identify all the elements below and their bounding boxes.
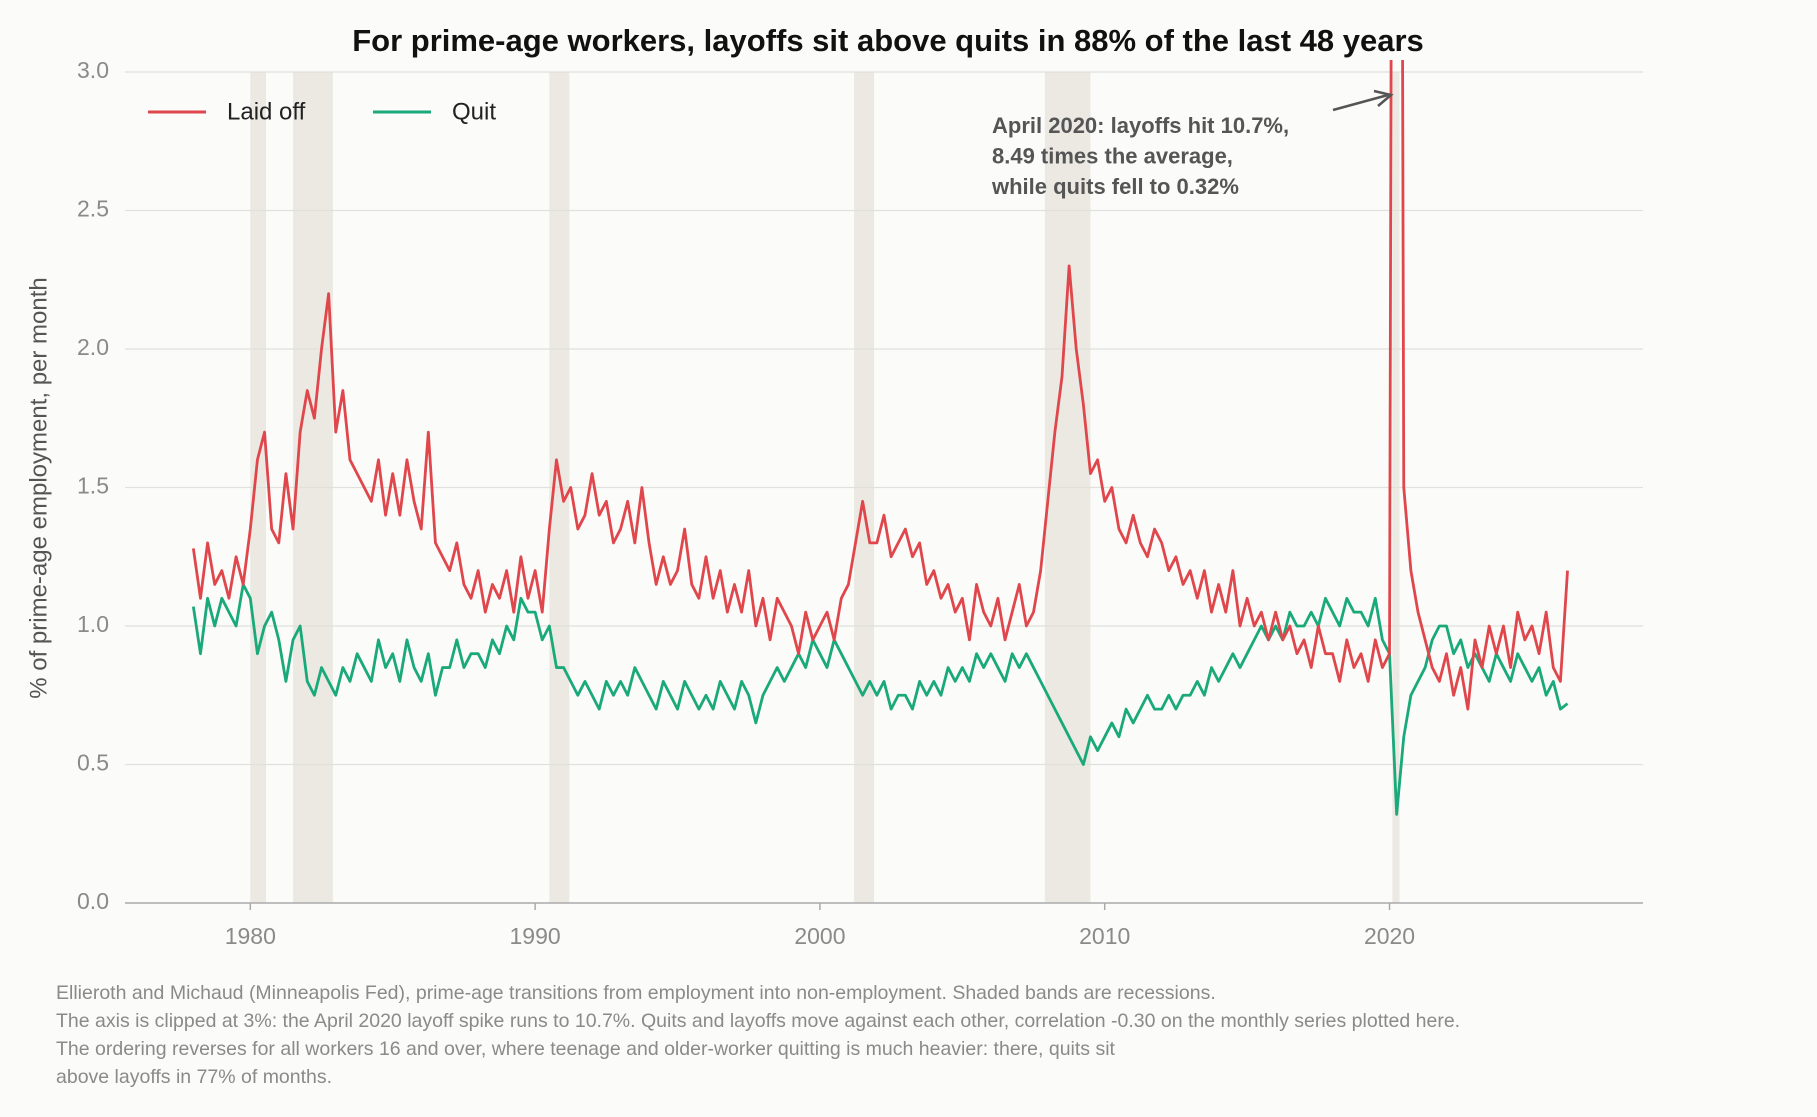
y-tick-label: 0.5 <box>77 750 109 776</box>
annotation: April 2020: layoffs hit 10.7%, 8.49 times… <box>991 113 1289 199</box>
chart-title: For prime-age workers, layoffs sit above… <box>352 23 1424 58</box>
footnote: The ordering reverses for all workers 16… <box>56 1038 1116 1060</box>
footnote: The axis is clipped at 3%: the April 202… <box>56 1010 1460 1032</box>
y-axis-label: % of prime-age employment, per month <box>25 277 52 699</box>
y-tick-label: 1.5 <box>77 473 109 499</box>
axes: 0.0 0.5 1.0 1.5 2.0 2.5 3.0 1980 1990 2000 2010 202… <box>77 57 1643 949</box>
footnote: above layoffs in 77% of months. <box>56 1066 332 1088</box>
annotation-arrow <box>1332 93 1389 112</box>
annotation-text: 8.49 times the average, <box>992 143 1233 168</box>
series-line <box>191 583 1569 816</box>
series-lines <box>191 60 1569 816</box>
y-tick-label: 2.0 <box>77 334 109 360</box>
y-tick-label: 3.0 <box>77 57 109 83</box>
grid <box>125 71 1643 766</box>
legend: Laid off Quit <box>148 98 496 125</box>
y-tick-label: 0.0 <box>77 888 109 914</box>
x-tick-label: 2010 <box>1079 923 1130 949</box>
legend-label: Quit <box>452 98 496 125</box>
x-tick-label: 1980 <box>225 923 276 949</box>
x-tick-label: 2000 <box>794 923 845 949</box>
annotation-text: while quits fell to 0.32% <box>991 174 1239 199</box>
legend-label: Laid off <box>227 98 306 125</box>
y-tick-label: 2.5 <box>77 196 109 222</box>
annotation-text: April 2020: layoffs hit 10.7%, <box>992 113 1289 138</box>
footnote: Ellieroth and Michaud (Minneapolis Fed),… <box>56 982 1216 1004</box>
x-tick-label: 1990 <box>510 923 561 949</box>
annotation-arrowhead <box>1373 89 1394 107</box>
y-tick-label: 1.0 <box>77 611 109 637</box>
series-line <box>191 60 1569 711</box>
footnotes: Ellieroth and Michaud (Minneapolis Fed),… <box>56 982 1460 1088</box>
x-tick-label: 2020 <box>1364 923 1415 949</box>
